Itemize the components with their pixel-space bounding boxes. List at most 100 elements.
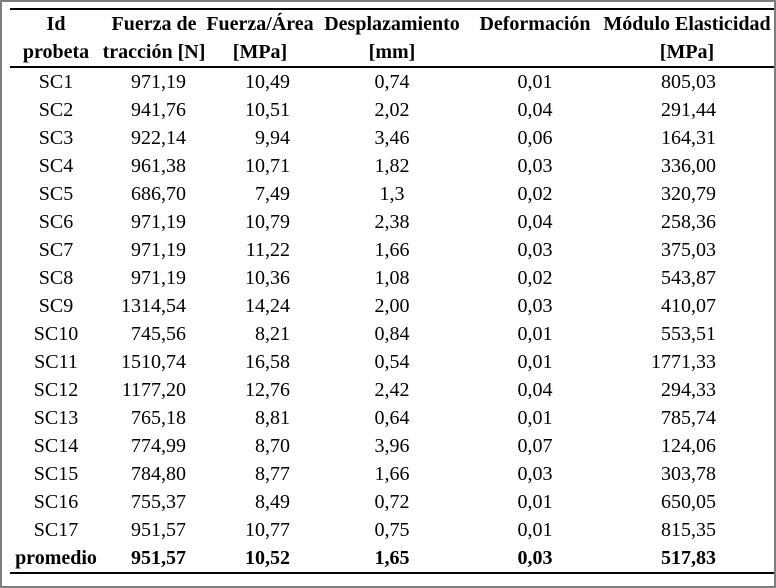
table-cell: 2,42 [374, 379, 410, 401]
table-cell: 755,37 [131, 491, 186, 513]
table-footer: promedio 951,57 10,52 1,65 0,03 517,83 [10, 544, 774, 573]
table-cell: 8,49 [255, 491, 290, 513]
table-cell: 0,01 [517, 323, 553, 345]
header-line: [mm] [368, 41, 416, 63]
table-cell: 3,96 [374, 435, 410, 457]
table-row: SC10 745,56 8,21 0,84 0,01 553,51 [10, 320, 774, 348]
results-table: Id probeta Fuerza de tracción [N] Fuerza… [10, 8, 774, 574]
table-cell: 0,01 [517, 407, 553, 429]
header-line [470, 38, 600, 66]
row-id-cell: SC10 [33, 323, 79, 345]
table-cell: 0,72 [374, 491, 410, 513]
header-line: Fuerza de [111, 13, 197, 35]
row-id-cell: SC15 [33, 463, 79, 485]
table-cell: 10,79 [245, 211, 290, 233]
table-cell: 971,19 [131, 239, 186, 261]
table-row: SC16 755,37 8,49 0,72 0,01 650,05 [10, 488, 774, 516]
table-cell: 543,87 [661, 267, 716, 289]
table-cell: 0,04 [517, 379, 553, 401]
table-cell: 0,01 [517, 351, 553, 373]
table-row: SC8 971,19 10,36 1,08 0,02 543,87 [10, 264, 774, 292]
table-cell: 1510,74 [121, 351, 186, 373]
table-row: SC13 765,18 8,81 0,64 0,01 785,74 [10, 404, 774, 432]
table-cell: 164,31 [661, 127, 716, 149]
header-line: Desplazamiento [324, 13, 460, 35]
row-id-cell: SC9 [38, 295, 74, 317]
table-cell: 0,01 [517, 519, 553, 541]
table-row: SC6 971,19 10,79 2,38 0,04 258,36 [10, 208, 774, 236]
table-cell: 12,76 [245, 379, 290, 401]
table-row: SC2 941,76 10,51 2,02 0,04 291,44 [10, 96, 774, 124]
row-id-cell: SC14 [33, 435, 79, 457]
row-id-cell: SC11 [34, 351, 78, 373]
table-row: SC12 1177,20 12,76 2,42 0,04 294,33 [10, 376, 774, 404]
table-cell: 0,02 [517, 267, 553, 289]
row-id-cell: SC5 [38, 183, 74, 205]
table-cell: 2,02 [374, 99, 410, 121]
table-cell: 9,94 [255, 127, 290, 149]
table-cell: 0,75 [374, 519, 410, 541]
column-header-modulo-elasticidad: Módulo Elasticidad [MPa] [600, 9, 774, 67]
table-row: SC7 971,19 11,22 1,66 0,03 375,03 [10, 236, 774, 264]
column-header-id-probeta: Id probeta [10, 9, 102, 67]
table-cell: 8,21 [255, 323, 290, 345]
row-id-cell: SC17 [33, 519, 79, 541]
table-cell: 815,35 [661, 519, 716, 541]
column-header-fuerza-traccion: Fuerza de tracción [N] [102, 9, 206, 67]
table-cell: 650,05 [661, 491, 716, 513]
table-header: Id probeta Fuerza de tracción [N] Fuerza… [10, 9, 774, 67]
table-cell: 1,66 [374, 239, 410, 261]
table-cell: 1,3 [379, 183, 405, 205]
table-cell: 8,81 [255, 407, 290, 429]
table-cell: 1314,54 [121, 295, 186, 317]
table-cell: 941,76 [131, 99, 186, 121]
header-row: Id probeta Fuerza de tracción [N] Fuerza… [10, 9, 774, 67]
table-cell: 303,78 [661, 463, 716, 485]
header-line: Fuerza/Área [206, 13, 314, 35]
row-id-cell: SC16 [33, 491, 79, 513]
table-cell: 7,49 [255, 183, 290, 205]
table-cell: 0,06 [517, 127, 553, 149]
table-row: SC15 784,80 8,77 1,66 0,03 303,78 [10, 460, 774, 488]
table-cell: 0,74 [374, 71, 410, 93]
table-cell: 1,82 [374, 155, 410, 177]
table-cell: 10,52 [245, 547, 290, 569]
table-cell: 805,03 [661, 71, 716, 93]
table-cell: 0,01 [517, 491, 553, 513]
table-row: SC14 774,99 8,70 3,96 0,07 124,06 [10, 432, 774, 460]
table-cell: 124,06 [661, 435, 716, 457]
table-cell: 0,54 [374, 351, 410, 373]
table-cell: 10,51 [245, 99, 290, 121]
header-line: tracción [N] [102, 41, 206, 63]
row-id-cell: SC8 [38, 267, 74, 289]
table-cell: 8,77 [255, 463, 290, 485]
row-id-cell: SC12 [33, 379, 79, 401]
table-cell: 2,00 [374, 295, 410, 317]
table-cell: 0,03 [517, 463, 553, 485]
row-id-cell: SC4 [38, 155, 74, 177]
header-line: probeta [22, 41, 90, 63]
table-cell: 0,02 [517, 183, 553, 205]
table-cell: 0,03 [517, 295, 553, 317]
table-cell: 0,03 [517, 239, 553, 261]
header-line: [MPa] [232, 41, 288, 63]
table-cell: 785,74 [661, 407, 716, 429]
table-cell: 553,51 [661, 323, 716, 345]
table-cell: 1,65 [374, 547, 410, 569]
table-cell: 765,18 [131, 407, 186, 429]
table-row: SC4 961,38 10,71 1,82 0,03 336,00 [10, 152, 774, 180]
table-cell: 0,03 [517, 547, 553, 569]
header-line: [MPa] [659, 41, 715, 63]
table-cell: 10,71 [245, 155, 290, 177]
header-line: Id [46, 13, 66, 35]
row-id-cell: SC2 [38, 99, 74, 121]
table-cell: 971,19 [131, 211, 186, 233]
table-cell: 2,38 [374, 211, 410, 233]
column-header-desplazamiento: Desplazamiento [mm] [314, 9, 470, 67]
table-cell: 294,33 [661, 379, 716, 401]
table-row: SC9 1314,54 14,24 2,00 0,03 410,07 [10, 292, 774, 320]
header-line: Módulo Elasticidad [603, 13, 771, 35]
table-cell: 784,80 [131, 463, 186, 485]
table-cell: 1771,33 [651, 351, 716, 373]
